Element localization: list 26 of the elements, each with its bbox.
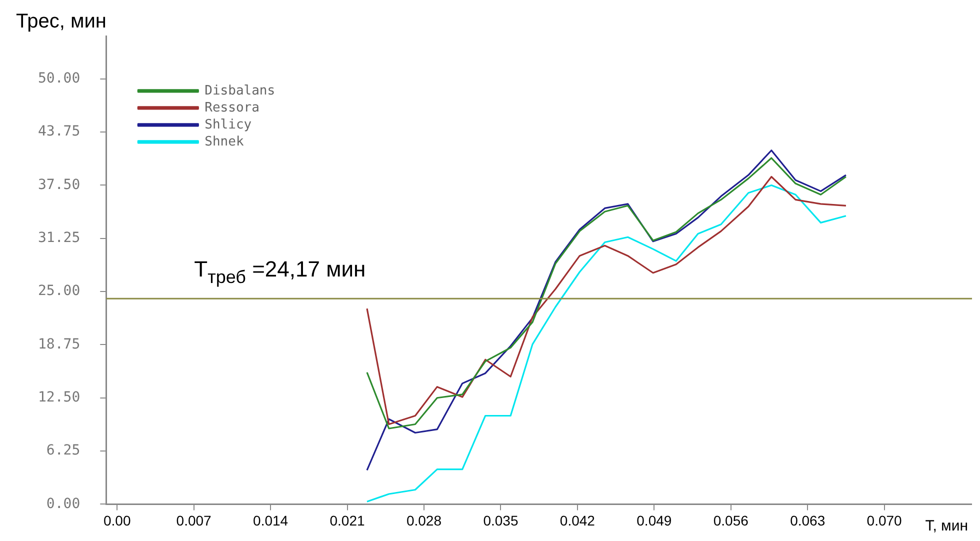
x-tick-label: 0.007 <box>176 512 212 528</box>
x-axis-title: Т, мин <box>925 517 968 534</box>
y-tick-label: 18.75 <box>38 336 80 352</box>
x-tick-label: 0.070 <box>866 512 902 528</box>
x-tick-label: 0.00 <box>103 512 131 528</box>
x-tick-label: 0.063 <box>790 512 826 528</box>
y-tick-label: 12.50 <box>38 390 80 406</box>
legend-label: Shlicy <box>204 117 252 132</box>
y-axis-title: Трес, мин <box>16 10 106 33</box>
x-tick-label: 0.049 <box>636 512 672 528</box>
legend-label: Disbalans <box>204 83 276 98</box>
x-tick-label: 0.028 <box>406 512 442 528</box>
legend-label: Ressora <box>204 100 260 116</box>
x-tick-label: 0.014 <box>253 512 288 528</box>
legend-label: Shnek <box>204 134 244 150</box>
x-tick-label: 0.056 <box>713 512 749 528</box>
y-tick-label: 31.25 <box>38 230 80 246</box>
y-tick-label: 37.50 <box>38 176 80 193</box>
x-tick-label: 0.021 <box>330 512 365 528</box>
y-tick-label: 43.75 <box>38 124 80 140</box>
y-tick-label: 50.00 <box>38 70 80 87</box>
x-tick-label: 0.035 <box>483 512 518 528</box>
y-tick-label: 0.00 <box>46 496 80 512</box>
y-tick-label: 6.25 <box>46 442 80 459</box>
x-tick-label: 0.042 <box>560 512 596 528</box>
y-tick-label: 25.00 <box>38 283 80 300</box>
